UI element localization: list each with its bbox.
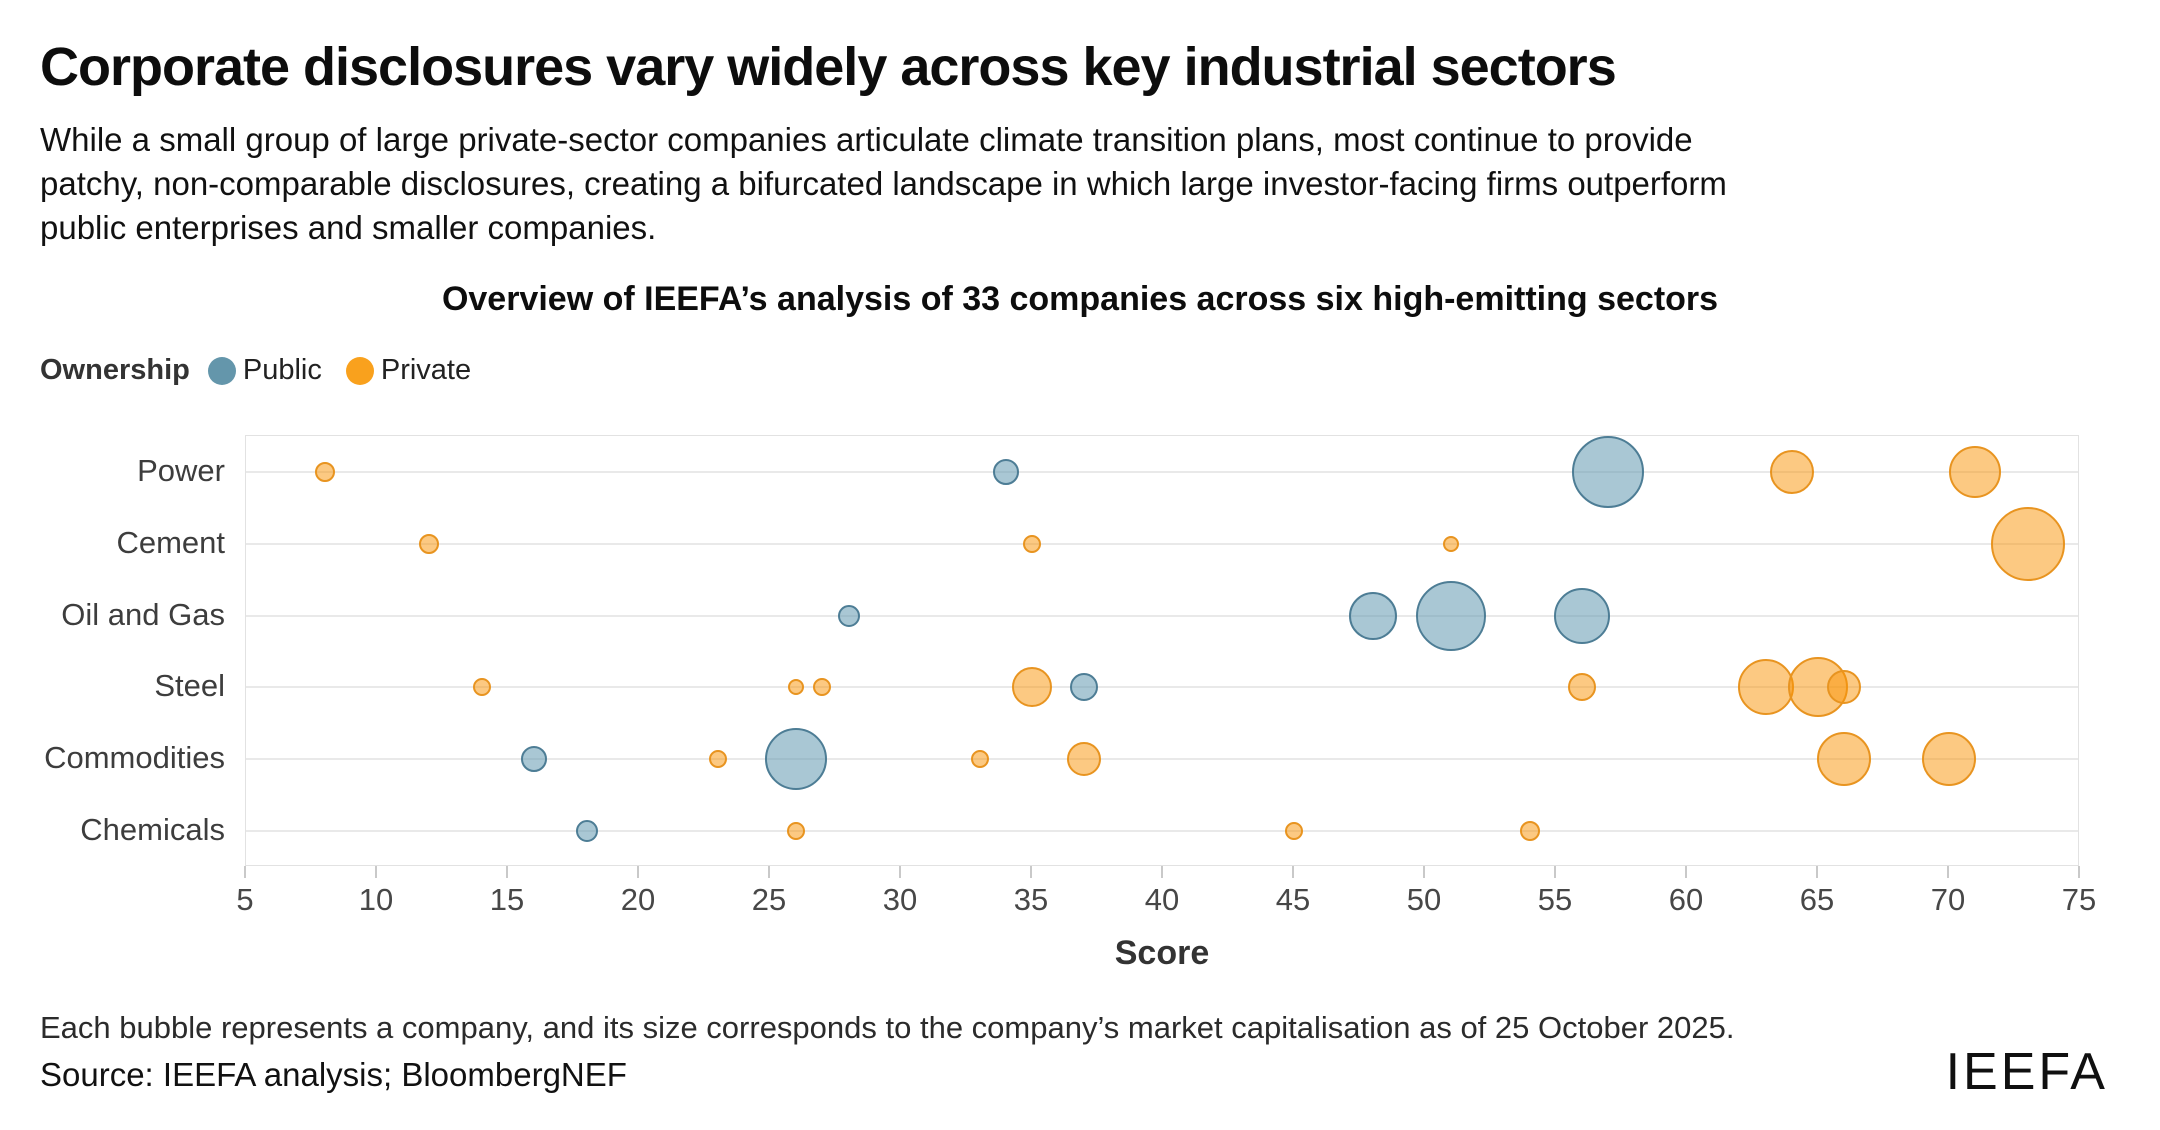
gridline-steel bbox=[246, 686, 2078, 689]
x-axis-tick-45 bbox=[1292, 866, 1294, 878]
x-axis-tick-label-35: 35 bbox=[1013, 882, 1049, 917]
x-axis-tick-label-65: 65 bbox=[1799, 882, 1835, 917]
bubble-power-score-57 bbox=[1572, 435, 1645, 508]
bubble-plot-area bbox=[245, 435, 2079, 866]
x-axis-tick-20 bbox=[637, 866, 639, 878]
gridline-chemicals bbox=[246, 830, 2078, 833]
gridline-commodities bbox=[246, 758, 2078, 761]
legend-item-public-label: Public bbox=[242, 354, 322, 386]
x-axis-tick-35 bbox=[1030, 866, 1032, 878]
legend-item-public: Public bbox=[207, 354, 322, 387]
bubble-chemicals-score-54 bbox=[1519, 821, 1540, 842]
subtitle-line-2: patchy, non-comparable disclosures, crea… bbox=[40, 165, 1727, 202]
y-axis-label-chemicals: Chemicals bbox=[80, 812, 225, 848]
x-axis-tick-label-70: 70 bbox=[1930, 882, 1966, 917]
bubble-commodities-score-33 bbox=[970, 750, 989, 769]
subtitle-line-1: While a small group of large private-sec… bbox=[40, 121, 1693, 158]
x-axis-tick-label-60: 60 bbox=[1668, 882, 1704, 917]
y-axis-label-steel: Steel bbox=[154, 668, 225, 704]
bubble-cement-score-51 bbox=[1443, 535, 1460, 552]
source-line: Source: IEEFA analysis; BloombergNEF bbox=[40, 1056, 627, 1093]
x-axis-tick-label-75: 75 bbox=[2061, 882, 2097, 917]
bubble-chemicals-score-45 bbox=[1285, 822, 1303, 841]
x-axis-tick-75 bbox=[2078, 866, 2080, 878]
x-axis-tick-label-45: 45 bbox=[1275, 882, 1311, 917]
chart-title: Overview of IEEFA’s analysis of 33 compa… bbox=[441, 280, 1719, 318]
bubble-chemicals-score-26 bbox=[787, 822, 806, 841]
bubble-steel-score-56 bbox=[1568, 673, 1597, 702]
bubble-power-score-64 bbox=[1769, 449, 1814, 494]
x-axis-tick-30 bbox=[899, 866, 901, 878]
bubble-cement-score-73 bbox=[1990, 506, 2065, 581]
bubble-commodities-score-26 bbox=[765, 728, 828, 791]
private-legend-dot-icon bbox=[345, 356, 374, 385]
x-axis-tick-label-40: 40 bbox=[1144, 882, 1180, 917]
x-axis-tick-25 bbox=[768, 866, 770, 878]
bubble-steel-score-63 bbox=[1737, 659, 1794, 716]
bubble-steel-score-26 bbox=[788, 679, 805, 696]
x-axis-tick-40 bbox=[1161, 866, 1163, 878]
x-axis-tick-label-20: 20 bbox=[620, 882, 656, 917]
x-axis-tick-label-50: 50 bbox=[1406, 882, 1442, 917]
gridline-oil-and-gas bbox=[246, 614, 2078, 617]
x-axis-tick-label-5: 5 bbox=[236, 882, 254, 917]
x-axis-title: Score bbox=[1114, 934, 1210, 972]
y-axis-label-power: Power bbox=[137, 452, 225, 488]
y-axis-label-oil-and-gas: Oil and Gas bbox=[61, 596, 225, 632]
legend-item-private-label: Private bbox=[380, 354, 472, 386]
bubble-cement-score-35 bbox=[1023, 534, 1041, 553]
bubble-commodities-score-37 bbox=[1067, 742, 1102, 777]
legend-item-private: Private bbox=[345, 354, 472, 387]
x-axis-tick-50 bbox=[1423, 866, 1425, 878]
bubble-steel-score-37 bbox=[1070, 673, 1099, 702]
page-subtitle: While a small group of large private-sec… bbox=[40, 118, 1727, 250]
x-axis-tick-60 bbox=[1685, 866, 1687, 878]
bubble-commodities-score-66 bbox=[1817, 732, 1872, 787]
x-axis-tick-5 bbox=[244, 866, 246, 878]
legend-title: Ownership bbox=[40, 354, 190, 386]
bubble-oil-and-gas-score-28 bbox=[837, 604, 860, 627]
bubble-steel-score-66 bbox=[1827, 670, 1862, 705]
bubble-steel-score-14 bbox=[472, 678, 491, 697]
y-axis-label-cement: Cement bbox=[116, 524, 225, 560]
bubble-power-score-34 bbox=[992, 458, 1019, 485]
bubble-commodities-score-16 bbox=[521, 746, 548, 773]
bubble-power-score-71 bbox=[1949, 445, 2002, 498]
bubble-power-score-8 bbox=[314, 461, 335, 482]
gridline-power bbox=[246, 470, 2078, 473]
public-legend-dot-icon bbox=[207, 356, 236, 385]
x-axis-tick-label-55: 55 bbox=[1537, 882, 1573, 917]
y-axis-label-commodities: Commodities bbox=[44, 740, 225, 776]
page-title: Corporate disclosures vary widely across… bbox=[40, 37, 1617, 97]
x-axis-tick-label-25: 25 bbox=[751, 882, 787, 917]
x-axis-tick-label-10: 10 bbox=[358, 882, 394, 917]
x-axis-tick-10 bbox=[375, 866, 377, 878]
bubble-commodities-score-23 bbox=[708, 750, 727, 769]
bubble-commodities-score-70 bbox=[1922, 732, 1976, 787]
bubble-oil-and-gas-score-51 bbox=[1416, 580, 1487, 651]
bubble-chemicals-score-18 bbox=[575, 820, 598, 843]
x-axis-tick-label-30: 30 bbox=[882, 882, 918, 917]
ownership-legend: Ownership Public Private bbox=[40, 354, 495, 387]
ieefa-logo: IEEFA bbox=[1945, 1043, 2108, 1101]
x-axis-tick-55 bbox=[1554, 866, 1556, 878]
bubble-oil-and-gas-score-48 bbox=[1348, 591, 1397, 640]
x-axis-tick-15 bbox=[506, 866, 508, 878]
x-axis-tick-70 bbox=[1947, 866, 1949, 878]
x-axis-tick-65 bbox=[1816, 866, 1818, 878]
gridline-cement bbox=[246, 542, 2078, 545]
bubble-cement-score-12 bbox=[419, 533, 440, 554]
bubble-oil-and-gas-score-56 bbox=[1554, 587, 1611, 644]
subtitle-line-3: public enterprises and smaller companies… bbox=[40, 209, 657, 246]
x-axis-tick-label-15: 15 bbox=[489, 882, 525, 917]
chart-footnote: Each bubble represents a company, and it… bbox=[40, 1010, 1735, 1045]
bubble-steel-score-27 bbox=[813, 678, 832, 697]
bubble-steel-score-35 bbox=[1012, 667, 1052, 708]
